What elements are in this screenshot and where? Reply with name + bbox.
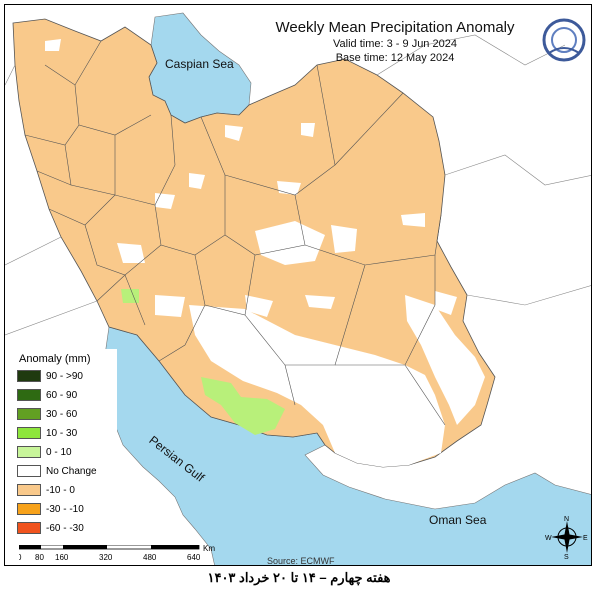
scale-tick: 0 xyxy=(19,553,22,562)
scale-tick: 480 xyxy=(143,553,157,562)
legend-swatch xyxy=(17,370,41,382)
map-frame: Weekly Mean Precipitation Anomaly Valid … xyxy=(4,4,592,566)
scale-tick: 320 xyxy=(99,553,113,562)
legend: Anomaly (mm) 90 - >90 60 - 90 30 - 60 10… xyxy=(13,349,117,547)
caspian-sea-label: Caspian Sea xyxy=(165,57,234,71)
legend-item: 30 - 60 xyxy=(17,407,77,421)
svg-text:E: E xyxy=(583,535,588,542)
legend-item: 0 - 10 xyxy=(17,445,72,459)
legend-swatch xyxy=(17,446,41,458)
legend-swatch xyxy=(17,522,41,534)
legend-swatch xyxy=(17,484,41,496)
scale-tick: 80 xyxy=(35,553,44,562)
base-time: Base time: 12 May 2024 xyxy=(335,52,455,64)
svg-text:W: W xyxy=(545,535,552,542)
source-label: Source: ECMWF xyxy=(267,556,335,566)
legend-swatch xyxy=(17,389,41,401)
no-change-areas xyxy=(45,39,485,467)
valid-time: Valid time: 3 - 9 Jun 2024 xyxy=(333,38,457,50)
compass-rose-icon: N S E W xyxy=(545,516,588,559)
legend-swatch xyxy=(17,465,41,477)
province-boundaries xyxy=(24,40,446,426)
legend-item: -30 - -10 xyxy=(17,502,84,516)
legend-item: -10 - 0 xyxy=(17,483,75,497)
precipitation-map xyxy=(5,12,591,565)
legend-item: No Change xyxy=(17,464,97,478)
week-caption: هفته چهارم – ۱۴ تا ۲۰ خرداد ۱۴۰۳ xyxy=(207,570,391,585)
legend-swatch xyxy=(17,408,41,420)
svg-text:S: S xyxy=(564,554,569,559)
neighbour-borders xyxy=(5,34,591,336)
irimo-logo-icon xyxy=(542,18,586,62)
legend-item: 60 - 90 xyxy=(17,388,77,402)
legend-item: 10 - 30 xyxy=(17,426,77,440)
scale-tick: 640 xyxy=(187,553,201,562)
svg-text:N: N xyxy=(564,516,569,523)
oman-sea-label: Oman Sea xyxy=(429,513,487,527)
legend-item: -60 - -30 xyxy=(17,521,84,535)
map-title: Weekly Mean Precipitation Anomaly xyxy=(275,19,515,36)
legend-swatch xyxy=(17,503,41,515)
scale-tick: 160 xyxy=(55,553,69,562)
legend-title: Anomaly (mm) xyxy=(19,353,91,365)
legend-swatch xyxy=(17,427,41,439)
scale-unit: Km xyxy=(203,545,215,553)
legend-item: 90 - >90 xyxy=(17,369,83,383)
scale-bar: 0 80 160 320 480 640 Km xyxy=(19,545,215,562)
